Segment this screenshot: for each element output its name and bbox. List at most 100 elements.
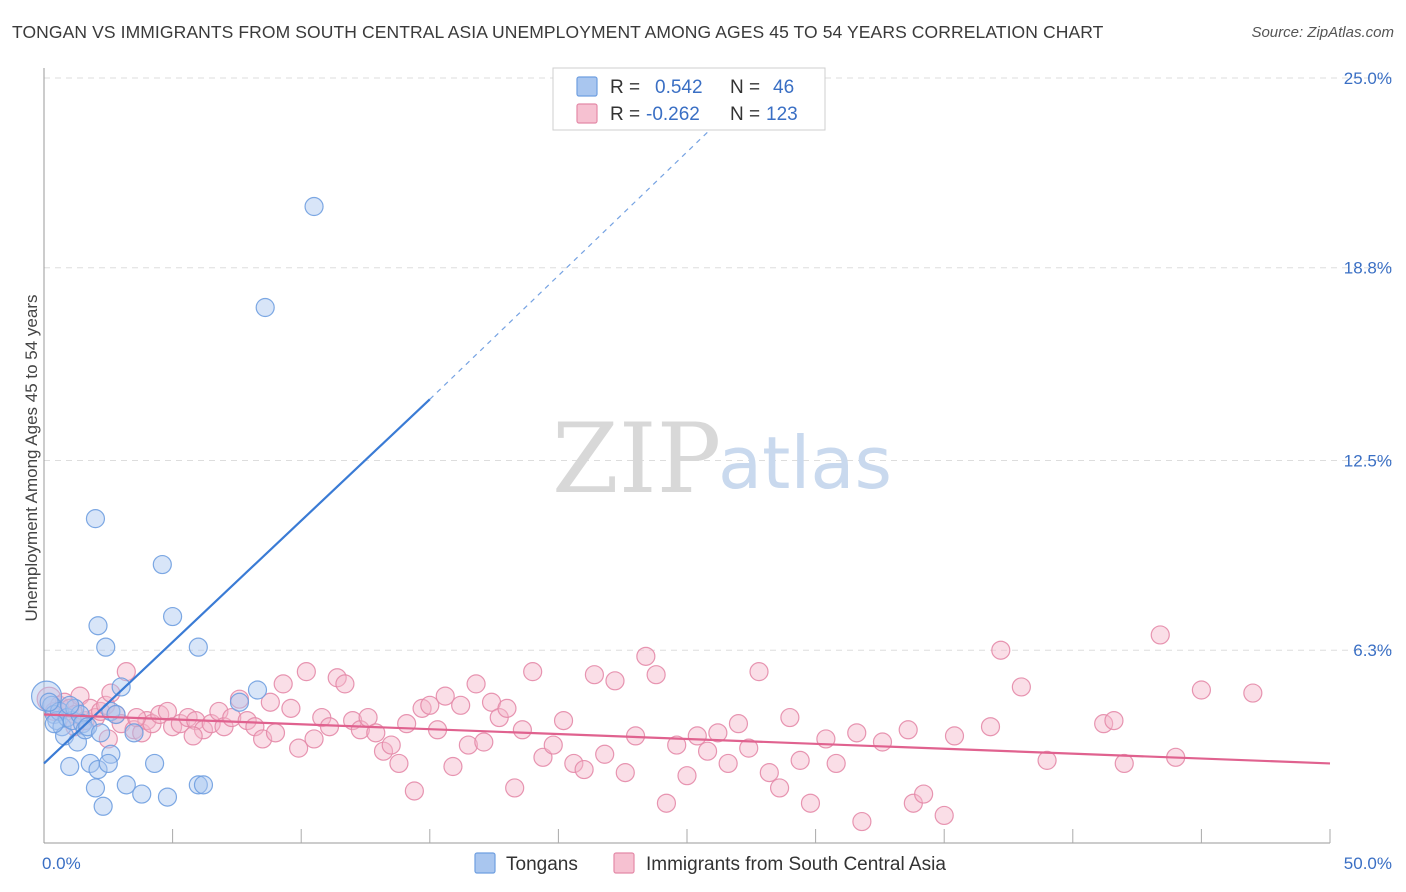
point-immigrants — [1191, 680, 1212, 700]
point-immigrants — [533, 747, 553, 767]
point-tongans — [304, 196, 324, 217]
point-immigrants — [373, 741, 394, 761]
point-immigrants — [826, 753, 846, 774]
point-immigrants — [574, 759, 594, 780]
y-tick-label: 6.3% — [1353, 641, 1392, 660]
trend-line-tongans — [43, 398, 431, 765]
point-immigrants — [327, 668, 347, 688]
point-tongans — [247, 680, 268, 700]
point-immigrants — [697, 741, 718, 761]
point-immigrants — [800, 793, 821, 813]
y-tick-label: 12.5% — [1344, 452, 1392, 471]
point-tongans — [193, 775, 214, 795]
point-immigrants — [296, 662, 316, 682]
y-tick-label: 18.8% — [1344, 259, 1392, 278]
point-immigrants — [183, 726, 203, 746]
chart-title: TONGAN VS IMMIGRANTS FROM SOUTH CENTRAL … — [12, 22, 1104, 42]
point-immigrants — [474, 732, 494, 752]
point-immigrants — [523, 662, 543, 682]
point-tongans — [111, 677, 131, 697]
point-immigrants — [237, 710, 257, 731]
point-tongans — [229, 692, 250, 712]
point-immigrants — [991, 640, 1011, 660]
bottom-legend-swatch-immigrants — [613, 852, 635, 874]
point-immigrants — [260, 692, 280, 712]
legend-r-value-2: -0.262 — [646, 104, 700, 125]
chart-source: Source: ZipAtlas.com — [1251, 24, 1394, 41]
point-immigrants — [420, 695, 440, 715]
point-immigrants — [505, 778, 525, 798]
bottom-legend-label-tongans: Tongans — [506, 854, 578, 875]
point-immigrants — [443, 756, 463, 777]
point-immigrants — [404, 781, 424, 801]
point-tongans — [132, 784, 152, 804]
point-immigrants — [769, 778, 790, 798]
point-immigrants — [543, 735, 563, 755]
point-immigrants — [595, 744, 615, 764]
point-immigrants — [667, 735, 687, 755]
point-immigrants — [780, 707, 800, 728]
point-immigrants — [934, 805, 954, 826]
point-immigrants — [397, 714, 417, 734]
x-tick-label-max: 50.0% — [1344, 854, 1392, 873]
point-immigrants — [412, 698, 432, 718]
point-immigrants — [1037, 750, 1057, 770]
point-tongans — [255, 297, 275, 318]
point-immigrants — [914, 784, 934, 804]
point-tongans — [98, 753, 118, 774]
point-immigrants — [1011, 677, 1031, 697]
point-immigrants — [1104, 710, 1124, 731]
point-immigrants — [749, 662, 769, 682]
legend-n-value-2: 123 — [766, 104, 798, 125]
point-tongans — [188, 637, 208, 657]
point-immigrants — [615, 763, 635, 783]
top-legend: R = 0.542 N = 46 R = -0.262 N = 123 — [552, 67, 826, 131]
point-tongans — [85, 509, 106, 529]
legend-swatch-tongans — [576, 76, 598, 97]
legend-r-label-2: R = — [610, 104, 640, 125]
point-immigrants — [605, 671, 625, 691]
ticks-layer: 6.3% 12.5% 18.8% 25.0% 0.0% 50.0% — [42, 69, 1392, 873]
point-tongans — [75, 720, 95, 740]
point-immigrants — [458, 735, 478, 755]
y-axis-label: Unemployment Among Ages 45 to 54 years — [22, 295, 41, 622]
point-tongans — [157, 787, 178, 807]
point-tongans — [116, 775, 136, 795]
point-immigrants — [584, 665, 605, 685]
axes-layer — [43, 68, 1331, 844]
point-immigrants — [852, 811, 872, 832]
point-immigrants — [872, 732, 893, 752]
point-immigrants — [553, 710, 574, 731]
bottom-legend-swatch-tongans — [474, 852, 496, 874]
trend-line-tongans-extension — [429, 102, 739, 400]
trend-line-immigrants — [43, 713, 1331, 765]
point-immigrants — [289, 738, 309, 758]
point-immigrants — [790, 750, 810, 770]
point-immigrants — [1114, 753, 1134, 774]
point-immigrants — [451, 695, 471, 715]
point-immigrants — [265, 723, 286, 743]
grid-layer — [44, 77, 1392, 651]
point-tongans — [39, 692, 59, 712]
point-immigrants — [708, 723, 728, 743]
point-immigrants — [497, 698, 517, 718]
point-immigrants — [739, 738, 759, 758]
point-immigrants — [98, 729, 118, 749]
legend-r-value-1: 0.542 — [655, 77, 703, 98]
point-tongans — [44, 714, 64, 734]
point-immigrants — [646, 665, 666, 685]
point-immigrants — [116, 662, 136, 682]
point-tongans — [163, 606, 183, 627]
legend-n-label-2: N = — [730, 104, 760, 125]
point-immigrants — [1243, 683, 1263, 703]
legend-swatch-immigrants — [576, 103, 598, 124]
point-immigrants — [466, 674, 486, 694]
watermark: ZIP atlas — [552, 403, 892, 515]
legend-n-value-1: 46 — [773, 77, 794, 98]
point-immigrants — [677, 766, 697, 786]
point-tongans — [144, 753, 165, 774]
point-immigrants — [273, 674, 293, 694]
point-immigrants — [435, 686, 455, 706]
point-tongans — [65, 698, 85, 718]
